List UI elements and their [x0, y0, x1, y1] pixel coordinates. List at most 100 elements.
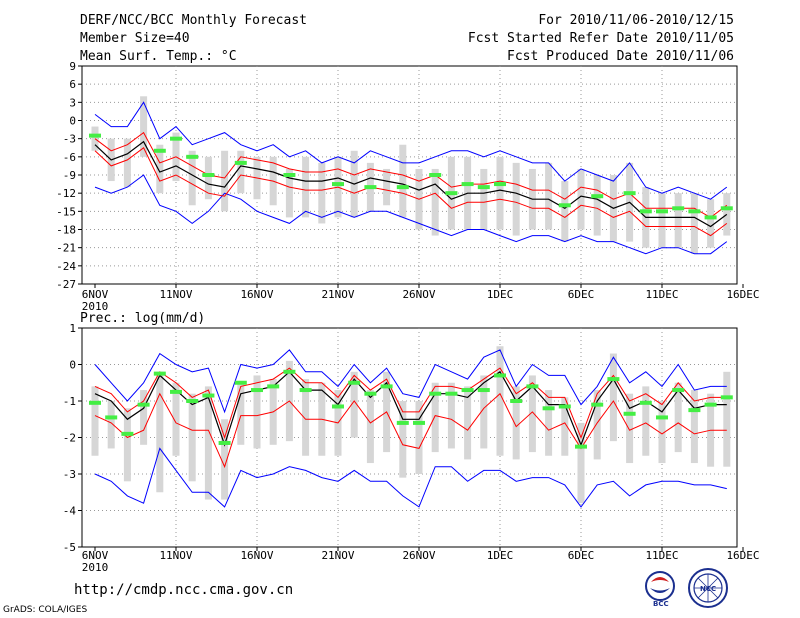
panel2-observed-marker	[526, 384, 539, 389]
panel2-outer-upper-line	[94, 349, 727, 414]
panel2-spread-bar	[609, 353, 617, 442]
panel2-x-tick-label: 11DEC	[645, 549, 678, 562]
panel1-inner-lower-line	[94, 147, 728, 237]
panel2-observed-marker	[639, 400, 652, 405]
panel1-outer-lower-line	[94, 174, 728, 255]
panel2-observed-marker	[429, 391, 442, 396]
panel2-observed-marker	[672, 388, 685, 393]
panel1-y-tick-label: 9	[69, 60, 76, 73]
panel1-spread-bar	[399, 144, 407, 218]
panel2-y-tick-label: -4	[63, 505, 77, 518]
panel1-x-tick-label: 16DEC	[726, 288, 759, 301]
panel2-observed-marker	[704, 402, 717, 407]
panel1-spread-bar	[91, 126, 99, 151]
panel2-observed-marker	[218, 440, 231, 445]
footer-url[interactable]: http://cmdp.ncc.cma.gov.cn	[74, 582, 294, 598]
panel2-spread-bar	[690, 390, 698, 464]
panel2-spread-bar	[253, 375, 261, 449]
panel2-observed-marker	[299, 388, 312, 393]
panel2-x-tick-label: 1DEC	[487, 549, 514, 562]
member-size: Member Size=40	[80, 31, 190, 46]
panel2-spread-bar	[561, 397, 569, 456]
panel2-spread-bar	[415, 401, 423, 474]
panel2-spread-bar	[107, 401, 115, 449]
panel1-spread-bar	[723, 193, 731, 236]
panel1-spread-bar	[690, 193, 698, 254]
panel2-spread-bar	[674, 382, 682, 453]
panel2-observed-marker	[364, 391, 377, 396]
precip-variable-label: Prec.: log(mm/d)	[80, 311, 205, 326]
panel2-observed-marker	[251, 388, 263, 393]
panel1-observed-marker	[396, 185, 409, 190]
panel2-observed-marker	[575, 444, 587, 449]
panel2-spread-bar	[221, 419, 229, 500]
panel1-spread-bar	[237, 150, 245, 194]
panel2-spread-bar	[302, 379, 310, 456]
panel1-outer-upper-line	[94, 101, 728, 200]
panel2-spread-bar	[593, 390, 601, 460]
panel2-x-tick-label: 6NOV	[82, 549, 109, 562]
panel2-observed-marker	[591, 402, 604, 407]
panel1-observed-marker	[591, 194, 604, 199]
panel1-spread-bar	[123, 138, 131, 188]
panel1-observed-marker	[170, 136, 182, 141]
panel1-spread-bar	[302, 156, 310, 218]
grads-credit: GrADS: COLA/IGES	[3, 605, 88, 615]
panel2-x-tick-label: 16NOV	[240, 549, 273, 562]
panel2-spread-bar	[626, 393, 634, 464]
panel1-spread-bar	[593, 175, 601, 236]
panel2-spread-bar	[399, 401, 407, 478]
started-date: Fcst Started Refer Date 2010/11/05	[467, 31, 734, 46]
panel2-x-tick-label: 16DEC	[726, 549, 759, 562]
panel2-observed-marker	[623, 411, 636, 416]
panel2-x-tick-label: 21NOV	[321, 549, 354, 562]
panel1-spread-bar	[658, 193, 666, 248]
panel2-outer-lower-line	[94, 447, 727, 508]
panel2-observed-marker	[558, 404, 571, 409]
panel1-observed-marker	[558, 203, 571, 208]
panel2-spread-bar	[545, 390, 553, 456]
panel2-observed-marker	[477, 388, 490, 393]
panel1-observed-marker	[186, 154, 199, 159]
panel2-y-tick-label: 0	[69, 359, 76, 372]
produced-date: Fcst Produced Date 2010/11/06	[507, 49, 734, 64]
panel1-observed-marker	[89, 133, 101, 138]
panel2-observed-marker	[202, 393, 215, 398]
panel1-spread-bar	[577, 168, 585, 230]
panel1-observed-marker	[477, 185, 490, 190]
panel2-spread-bar	[480, 375, 488, 449]
variable-label: Mean Surf. Temp.: °C	[80, 49, 237, 64]
panel2-spread-bar	[723, 371, 731, 467]
panel1-y-tick-label: -24	[56, 260, 76, 273]
panel2-observed-marker	[267, 384, 280, 389]
panel2-median-line	[94, 370, 727, 447]
panel2-spread-bar	[496, 346, 504, 456]
panel1-observed-marker	[720, 206, 733, 211]
bcc-logo-text: BCC	[653, 600, 669, 608]
panel2-observed-marker	[332, 404, 344, 409]
panel1-observed-marker	[332, 182, 344, 187]
panel1-observed-marker	[429, 173, 442, 177]
panel2-observed-marker	[720, 395, 733, 400]
panel2-spread-bar	[140, 390, 148, 445]
panel1-y-tick-label: -21	[56, 242, 76, 255]
panel2-y-tick-label: -5	[63, 541, 76, 554]
ncc-logo-text: NCC	[700, 585, 716, 593]
panel2-observed-marker	[510, 399, 523, 403]
panel1-spread-bar	[480, 168, 488, 230]
panel2-observed-marker	[234, 380, 247, 385]
panel1-spread-bar	[707, 199, 715, 248]
panel2-spread-bar	[204, 386, 212, 500]
panel1-spread-bar	[496, 156, 504, 230]
panel1-observed-marker	[234, 160, 247, 165]
panel2-observed-marker	[688, 408, 701, 413]
panel1-x-tick-label: 16NOV	[240, 288, 273, 301]
panel2-spread-bar	[642, 386, 650, 456]
panel1-y-tick-label: 6	[69, 78, 76, 91]
panel1-spread-bar	[545, 162, 553, 230]
panel1-observed-marker	[623, 191, 636, 196]
panel1-observed-marker	[494, 182, 506, 187]
panel2-spread-bar	[447, 382, 455, 449]
panel2-x-tick-label: 6DEC	[568, 549, 595, 562]
